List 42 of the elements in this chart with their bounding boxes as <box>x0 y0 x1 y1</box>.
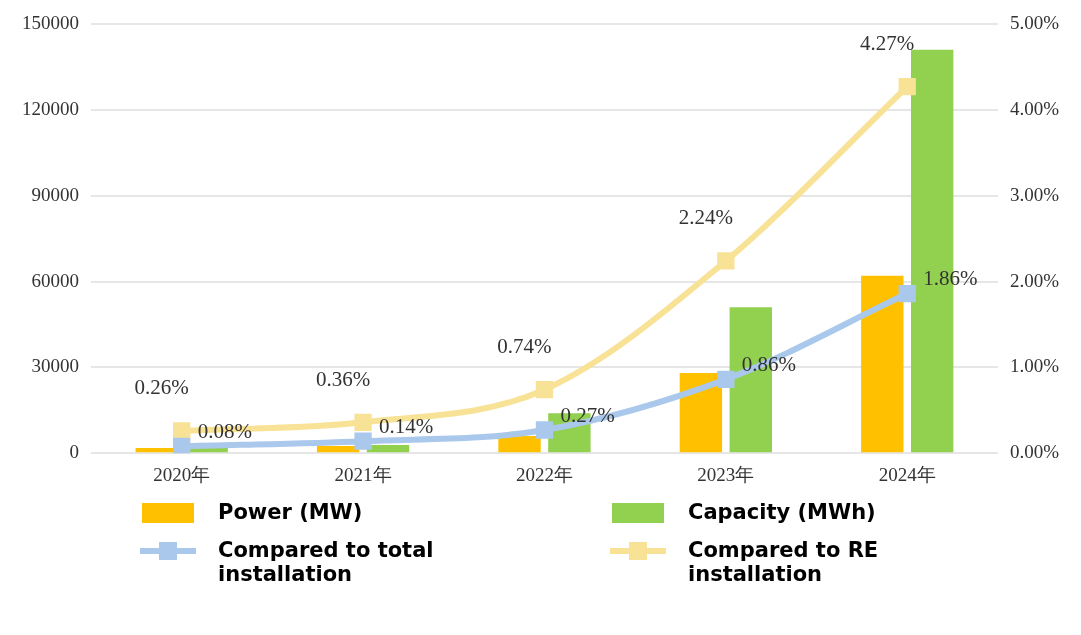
point <box>898 284 916 303</box>
point <box>354 432 372 450</box>
point <box>898 78 916 96</box>
point <box>717 370 735 389</box>
y2-tick-label: 5.00% <box>1009 11 1060 33</box>
data-label: 0.36% <box>315 366 371 391</box>
y-tick-label: 150000 <box>22 11 79 33</box>
y-tick-label: 60000 <box>31 269 79 291</box>
legend-label: Compared to total installation <box>218 538 435 586</box>
data-label: 0.08% <box>197 418 252 443</box>
legend-label: Compared to RE installation <box>688 538 880 586</box>
y2-tick-label: 1.00% <box>1009 355 1060 377</box>
y2-tick-label: 2.00% <box>1009 269 1060 291</box>
data-label: 0.27% <box>560 402 615 427</box>
bar <box>679 373 723 453</box>
x-tick-label: 2021年 <box>334 463 392 485</box>
point <box>535 421 554 439</box>
y2-tick-label: 4.00% <box>1009 97 1060 119</box>
x-tick-label: 2020年 <box>153 463 211 485</box>
point <box>173 422 191 440</box>
data-label: 0.26% <box>134 375 189 400</box>
y-tick-label: 0 <box>69 441 79 463</box>
y2-tick-label: 3.00% <box>1009 183 1060 205</box>
y2-tick-label: 0.00% <box>1009 441 1060 463</box>
data-label: 2.24% <box>678 205 733 230</box>
legend-label: Power (MW) <box>218 500 363 524</box>
point <box>535 381 554 399</box>
point <box>717 252 735 270</box>
legend-label: Capacity (MWh) <box>688 500 876 524</box>
y-tick-label: 120000 <box>22 97 79 119</box>
data-label: 4.27% <box>860 31 915 56</box>
x-tick-label: 2023年 <box>697 463 755 485</box>
point <box>173 437 191 454</box>
data-label: 0.74% <box>497 334 552 359</box>
bar <box>861 275 904 453</box>
y-tick-label: 90000 <box>31 183 79 205</box>
x-tick-label: 2022年 <box>515 463 573 485</box>
bar <box>498 436 541 453</box>
y-tick-label: 30000 <box>31 355 79 377</box>
point <box>354 413 372 431</box>
x-tick-label: 2024年 <box>878 463 936 485</box>
data-label: 0.14% <box>379 413 434 438</box>
